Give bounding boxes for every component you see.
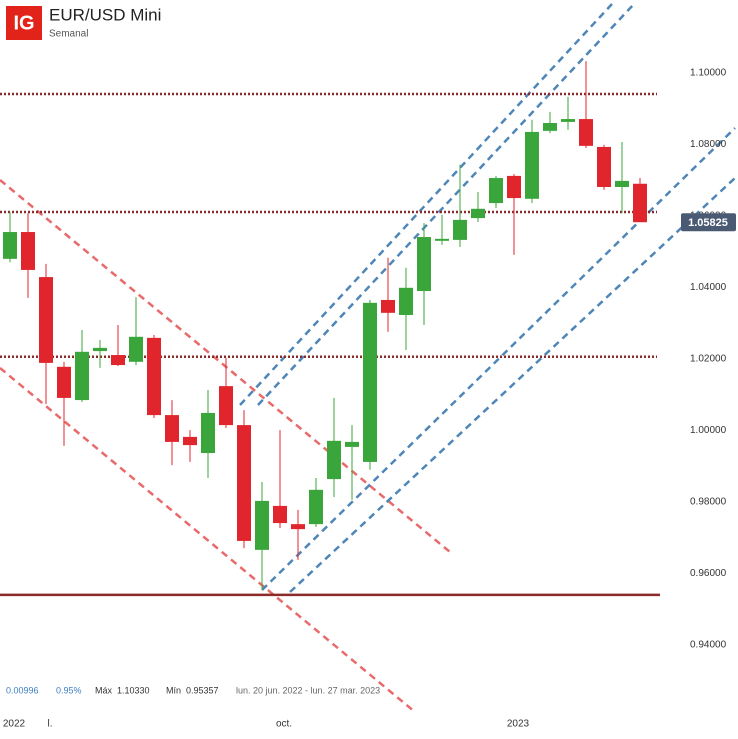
candle-body <box>147 337 161 416</box>
y-tick-label: 0.98000 <box>690 497 727 508</box>
stat-range: lun. 20 jun. 2022 - lun. 27 mar. 2023 <box>236 685 380 695</box>
candle-body <box>525 131 539 199</box>
stat-high: 1.10330 <box>117 685 150 695</box>
candle-body <box>597 146 611 187</box>
x-tick-label: l. <box>48 719 53 730</box>
stat-high-label: Máx <box>95 685 113 695</box>
trend-lines <box>0 3 736 713</box>
y-tick-label: 0.94000 <box>690 640 727 651</box>
y-tick-label: 1.08000 <box>690 139 727 150</box>
candle-body <box>165 415 179 442</box>
candle-body <box>183 436 197 446</box>
red-channel-line <box>0 367 416 713</box>
y-tick-label: 1.00000 <box>690 425 727 436</box>
candle-body <box>579 119 593 146</box>
candle-body <box>39 277 53 363</box>
candle-body <box>93 347 107 352</box>
candle-body <box>453 219 467 240</box>
stats: 0.00996 0.95% Máx 1.10330 Mín 0.95357 lu… <box>6 685 380 695</box>
price-tag <box>681 213 736 232</box>
stat-change: 0.00996 <box>6 685 39 695</box>
candle-body <box>237 425 251 541</box>
chart-title: EUR/USD Mini <box>49 5 161 24</box>
candle-body <box>633 183 647 223</box>
candle-body <box>327 440 341 480</box>
candle-body <box>435 238 449 241</box>
candle-body <box>507 175 521 199</box>
candle-body <box>3 232 17 259</box>
x-tick-label: 2023 <box>507 719 530 730</box>
candle-body <box>561 119 575 122</box>
price-tag-label: 1.05825 <box>688 217 728 229</box>
candle-body <box>381 299 395 313</box>
blue-channel-line <box>261 127 736 591</box>
logo: IG <box>13 12 34 34</box>
blue-channel-line <box>257 3 635 406</box>
x-tick-label: oct. <box>276 719 292 730</box>
candle-body <box>255 500 269 550</box>
y-tick-label: 1.10000 <box>690 68 727 79</box>
candle-body <box>129 336 143 362</box>
candle-body <box>111 355 125 366</box>
stat-low: 0.95357 <box>186 685 219 695</box>
candle-body <box>543 122 557 131</box>
candle-body <box>273 505 287 524</box>
candle-body <box>363 302 377 462</box>
chart-subtitle: Semanal <box>49 29 88 40</box>
logo-box <box>6 6 42 40</box>
candle-body <box>471 208 485 219</box>
candle-body <box>489 178 503 204</box>
y-tick-label: 0.96000 <box>690 568 727 579</box>
y-tick-label: 1.04000 <box>690 282 727 293</box>
x-tick-label: 2022 <box>3 719 26 730</box>
candle-body <box>21 232 35 270</box>
blue-channel-line <box>289 177 736 593</box>
stat-change-pct: 0.95% <box>56 685 82 695</box>
candle-body <box>57 366 71 398</box>
red-channel-line <box>0 179 451 553</box>
candle-body <box>75 351 89 401</box>
candle-body <box>399 287 413 315</box>
candle-body <box>219 386 233 426</box>
candle-body <box>291 524 305 530</box>
candle-body <box>309 489 323 525</box>
candle-body <box>615 180 629 187</box>
y-tick-label: 1.02000 <box>690 354 727 365</box>
candle-body <box>417 237 431 292</box>
candle-body <box>201 412 215 453</box>
stat-low-label: Mín <box>166 685 181 695</box>
candle-body <box>345 441 359 447</box>
